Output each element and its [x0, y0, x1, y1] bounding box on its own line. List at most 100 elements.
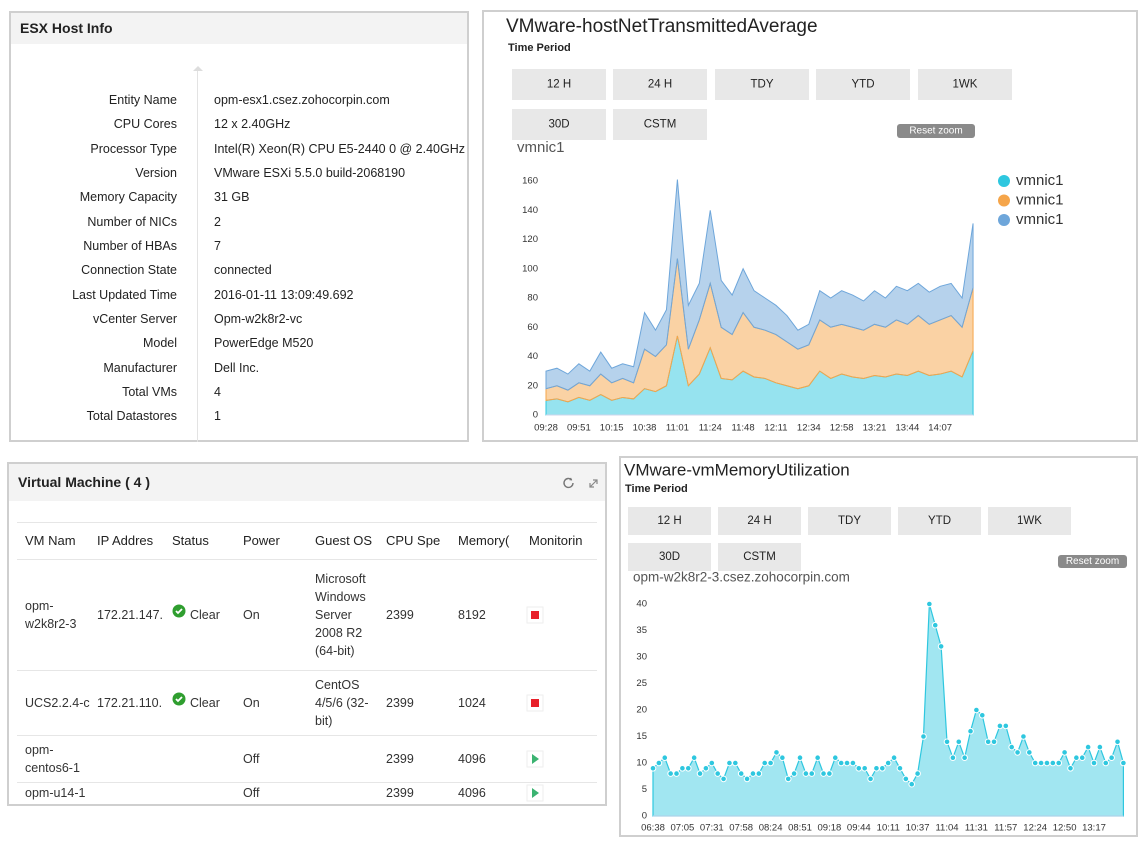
button-label[interactable]: 24 H — [648, 79, 672, 91]
button[interactable] — [715, 69, 809, 100]
point — [1031, 759, 1039, 767]
button[interactable] — [808, 507, 891, 535]
button[interactable] — [512, 69, 606, 100]
legend-label[interactable]: vmnic1 — [1016, 191, 1064, 208]
point — [696, 770, 704, 777]
row-label: Last Updated Time — [72, 287, 177, 302]
button[interactable] — [613, 69, 707, 100]
button-label[interactable]: TDY — [838, 515, 861, 527]
column-header: Status — [172, 532, 209, 548]
y-tick-label: 120 — [522, 234, 538, 245]
point — [702, 765, 710, 772]
x-tick-label: 11:04 — [935, 823, 958, 834]
legend-label[interactable]: vmnic1 — [1016, 172, 1064, 189]
check-mark — [175, 695, 183, 702]
monitor-icon[interactable] — [526, 784, 544, 802]
point — [814, 754, 821, 762]
reset-zoom-label[interactable]: Reset zoom — [1066, 556, 1119, 567]
button-label[interactable]: 1WK — [1017, 515, 1042, 527]
row-label: Memory Capacity — [79, 190, 177, 205]
chart-subtitle: vmnic1 — [517, 139, 565, 156]
point — [690, 754, 698, 762]
table-cell: On — [243, 695, 260, 710]
status-text: Clear — [190, 695, 220, 710]
button[interactable] — [512, 109, 606, 140]
monitor-icon[interactable] — [526, 750, 544, 768]
button[interactable] — [613, 109, 707, 140]
stop-icon — [531, 698, 539, 707]
column-header: IP Addres — [97, 532, 154, 548]
button-label[interactable]: 30D — [659, 551, 680, 563]
legend-marker — [998, 214, 1010, 226]
button[interactable] — [628, 507, 711, 535]
column-header: Guest OS — [315, 532, 373, 548]
column-header: Monitorin — [529, 532, 583, 548]
point — [1014, 749, 1021, 756]
legend-label[interactable]: vmnic1 — [1016, 211, 1064, 228]
point — [779, 754, 786, 762]
vm-panel: Virtual Machine ( 4 ) VM Nam IP Addres Sta… — [7, 462, 607, 806]
button[interactable] — [898, 507, 981, 535]
point — [879, 765, 886, 772]
point — [837, 759, 845, 767]
button-label[interactable]: TDY — [751, 79, 774, 91]
reset-zoom[interactable] — [897, 124, 975, 138]
table-cell: CentOS 4/5/6 (32-bit) — [315, 677, 369, 728]
point — [1049, 759, 1057, 767]
panel-icons[interactable] — [562, 476, 602, 490]
point — [961, 754, 968, 762]
monitor-icon[interactable] — [526, 694, 544, 712]
row-label: Model — [142, 336, 177, 351]
point — [1078, 754, 1086, 762]
table-cell: 4096 — [458, 786, 486, 800]
row-label: CPU Cores — [113, 117, 177, 132]
point — [714, 770, 721, 777]
y-tick-label: 0 — [533, 410, 538, 421]
x-tick-label: 09:18 — [818, 823, 842, 834]
button[interactable] — [628, 543, 711, 571]
table-cell: Off — [243, 751, 260, 766]
button-label[interactable]: CSTM — [743, 551, 776, 563]
button-label[interactable]: CSTM — [644, 119, 677, 131]
point — [679, 765, 686, 772]
y-tick-label: 30 — [636, 652, 647, 663]
expand-icon[interactable] — [589, 479, 598, 488]
button-label[interactable]: 1WK — [953, 79, 978, 91]
row-line — [17, 735, 597, 736]
row-label: Entity Name — [108, 93, 177, 107]
scroll-arrow — [193, 66, 203, 71]
button[interactable] — [718, 507, 801, 535]
row-value: 2 — [214, 214, 221, 229]
x-tick-label: 10:38 — [633, 423, 657, 434]
point — [914, 770, 921, 777]
button[interactable] — [918, 69, 1012, 100]
chart-title: VMware-vmMemoryUtilization — [624, 460, 850, 479]
reset-zoom[interactable] — [1058, 555, 1127, 568]
refresh-icon[interactable] — [563, 477, 574, 489]
row-line — [17, 559, 597, 560]
table-cell: opm-centos6-1 — [25, 742, 80, 775]
point — [1114, 738, 1121, 746]
button-label[interactable]: YTD — [928, 515, 951, 527]
button-label[interactable]: 24 H — [747, 515, 771, 527]
point — [855, 765, 863, 772]
button-label[interactable]: 30D — [548, 119, 569, 131]
time-period-label: Time Period — [625, 483, 688, 495]
x-tick-label: 11:48 — [732, 423, 755, 434]
point — [937, 643, 945, 650]
point — [973, 706, 980, 714]
x-tick-label: 10:15 — [600, 423, 624, 434]
button-label[interactable]: 12 H — [547, 79, 571, 91]
button-label[interactable]: YTD — [852, 79, 875, 91]
button-label[interactable]: 12 H — [657, 515, 681, 527]
y-tick-label: 15 — [636, 731, 647, 742]
table-cell: 2399 — [386, 751, 414, 766]
reset-zoom-label[interactable]: Reset zoom — [909, 126, 962, 137]
button[interactable] — [816, 69, 910, 100]
point — [684, 765, 692, 772]
monitor-icon[interactable] — [526, 606, 544, 624]
stop-icon — [531, 610, 539, 619]
button[interactable] — [988, 507, 1071, 535]
play-icon — [532, 788, 539, 798]
button[interactable] — [718, 543, 801, 571]
